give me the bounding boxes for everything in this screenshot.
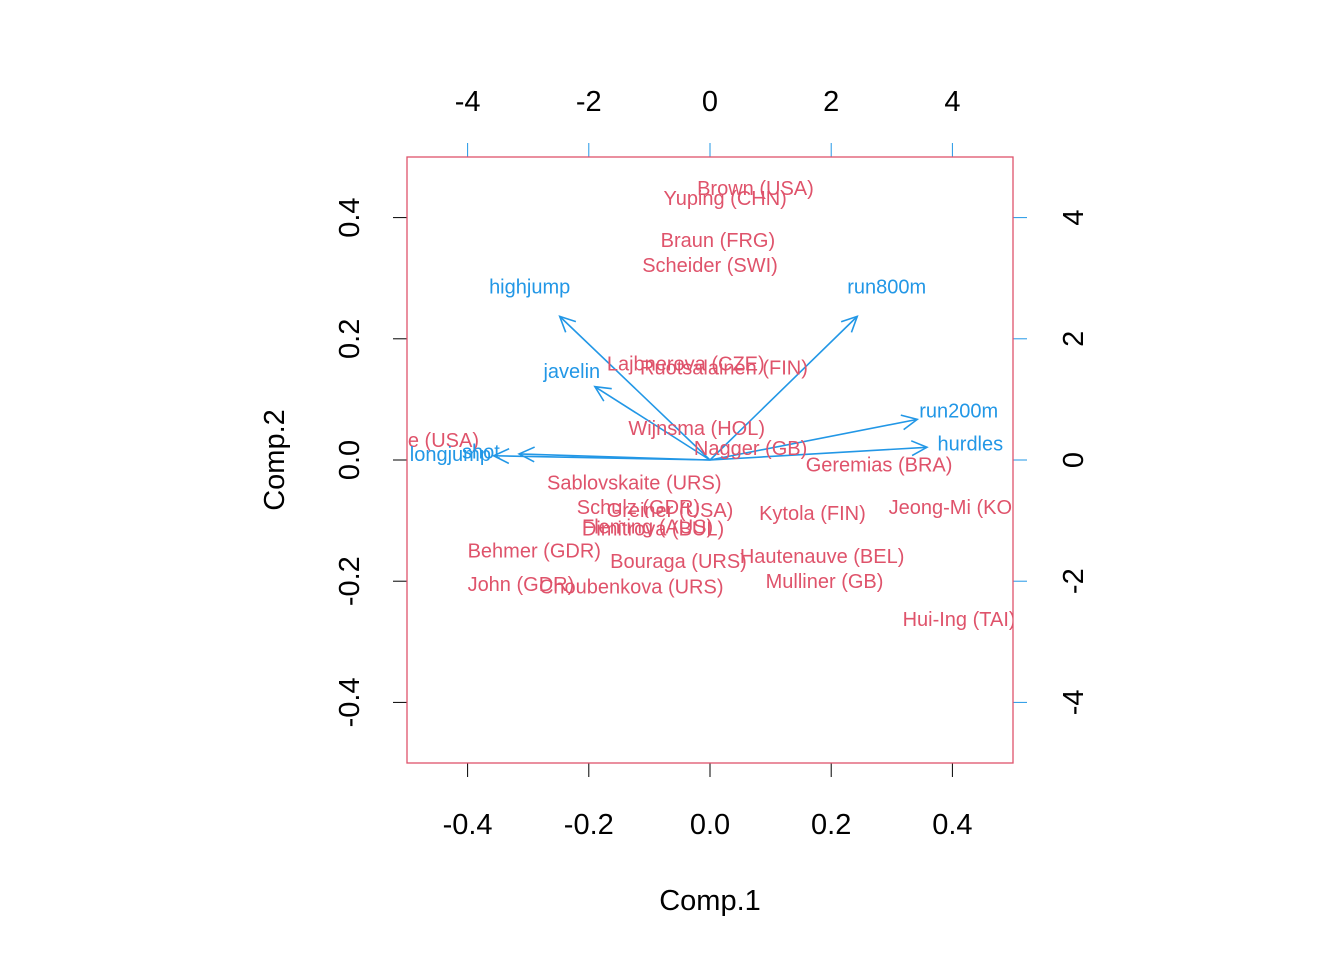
- top-tick-label: -4: [455, 86, 481, 118]
- arrow-shaft: [709, 446, 927, 461]
- observation-label: Greiner (USA): [607, 500, 734, 522]
- right-tick-label: 2: [1058, 331, 1090, 347]
- observation-label: Scheider (SWI): [642, 255, 778, 277]
- observation-label: John (GDR): [468, 574, 575, 596]
- arrow-head: [910, 440, 929, 457]
- observation-label: Choubenkova (URS): [539, 576, 724, 598]
- variable-arrows: [491, 315, 929, 465]
- observation-label: Geremias (BRA): [806, 454, 953, 476]
- bottom-tick-label: 0.0: [690, 809, 730, 841]
- variable-label: run200m: [919, 400, 998, 422]
- arrow-head: [840, 315, 859, 333]
- right-tick-label: 0: [1058, 452, 1090, 468]
- variable-label: longjump: [410, 444, 491, 466]
- arrow-shaft: [594, 385, 711, 461]
- top-tick-label: 0: [702, 86, 718, 118]
- arrow-shaft: [709, 418, 918, 461]
- arrow-head: [517, 446, 535, 463]
- variable-label: shot: [462, 442, 500, 464]
- variable-label: highjump: [489, 277, 570, 299]
- observation-label: Ruotsalainen (FIN): [640, 357, 808, 379]
- observation-label: Mulliner (GB): [766, 571, 884, 593]
- top-tick-label: -2: [576, 86, 602, 118]
- right-tick-label: -4: [1058, 690, 1090, 716]
- observation-label: Fleming (AUS): [582, 516, 713, 538]
- observation-label: Yuping (CHN): [663, 188, 786, 210]
- bottom-tick-label: -0.2: [564, 809, 614, 841]
- observation-label: Wijnsma (HOL): [628, 418, 765, 440]
- observation-labels: Brown (USA)Yuping (CHN) Braun (FRG) Scheid…: [289, 178, 1033, 631]
- arrow-head: [558, 315, 577, 333]
- observation-label: Braun (FRG): [661, 230, 775, 252]
- bottom-tick-label: -0.4: [443, 809, 493, 841]
- variable-label: javelin: [542, 361, 600, 383]
- y-axis-title: Comp.2: [259, 409, 291, 511]
- left-tick-label: -0.4: [334, 677, 366, 727]
- observation-label: Brown (USA): [697, 178, 814, 200]
- observation-label: Nagger (GB): [694, 438, 807, 460]
- arrow-head: [900, 414, 920, 431]
- variable-label: run800m: [847, 277, 926, 299]
- plot-frame: [406, 156, 1014, 764]
- arrow-shaft: [519, 453, 711, 461]
- observation-label: Behmer (GDR): [468, 541, 601, 563]
- top-tick-label: 4: [944, 86, 960, 118]
- variable-labels: highjump run800m javelin run200m hurdles long…: [410, 277, 1003, 466]
- arrow-shaft: [709, 315, 858, 461]
- observation-label: Joyner-Kersee (USA): [289, 430, 479, 452]
- observation-label: Jeong-Mi (KOR): [889, 497, 1033, 519]
- observation-label: Lajbnerova (CZE): [607, 353, 765, 375]
- observation-label: Bouraga (URS): [610, 551, 747, 573]
- left-tick-label: 0.0: [334, 440, 366, 480]
- left-tick-label: 0.4: [334, 197, 366, 237]
- observation-label: Dimitrova (BUL): [582, 519, 724, 541]
- left-tick-label: -0.2: [334, 556, 366, 606]
- x-axis-title: Comp.1: [659, 885, 761, 917]
- observation-label: Kytola (FIN): [759, 503, 866, 525]
- right-tick-label: -2: [1058, 568, 1090, 594]
- observation-label: Hautenauve (BEL): [740, 546, 905, 568]
- observation-label: Sablovskaite (URS): [547, 473, 722, 495]
- bottom-tick-label: 0.2: [811, 809, 851, 841]
- arrow-head: [491, 447, 510, 465]
- top-tick-label: 2: [823, 86, 839, 118]
- variable-label: hurdles: [938, 434, 1004, 456]
- left-tick-label: 0.2: [334, 319, 366, 359]
- observation-label: Schulz (GDR): [577, 497, 700, 519]
- arrow-head: [593, 385, 612, 402]
- observation-label: Hui-Ing (TAI): [903, 609, 1016, 631]
- bottom-tick-label: 0.4: [932, 809, 972, 841]
- right-tick-label: 4: [1058, 210, 1090, 226]
- arrow-shaft: [559, 315, 711, 461]
